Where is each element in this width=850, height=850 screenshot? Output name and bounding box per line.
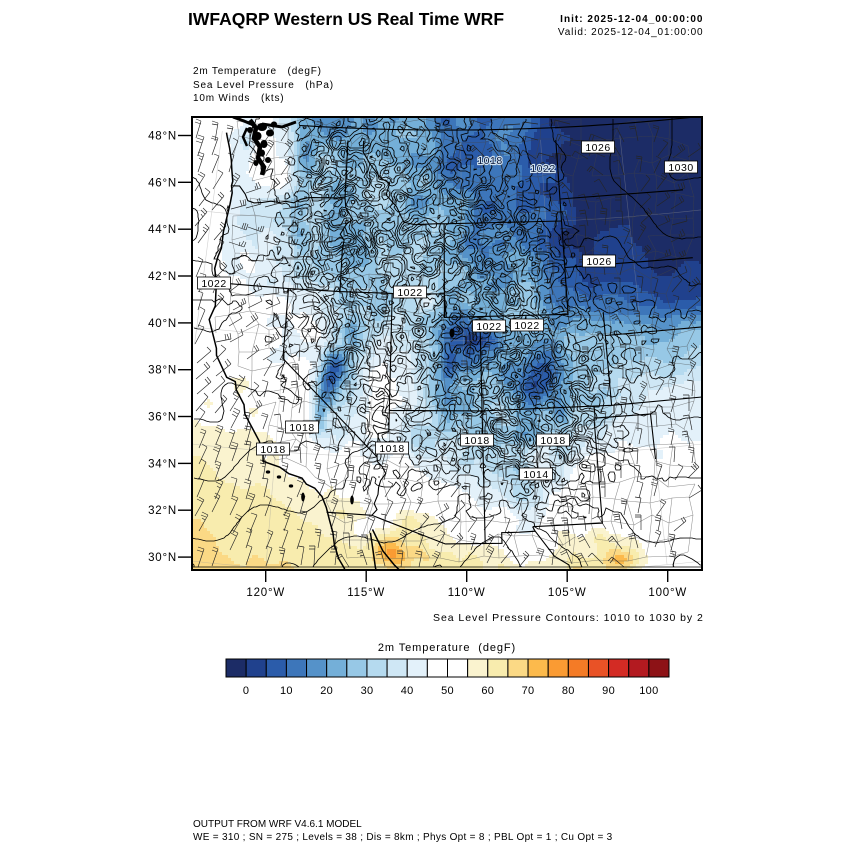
svg-text:1030: 1030 (668, 162, 693, 174)
svg-text:20: 20 (320, 685, 333, 697)
svg-text:1014: 1014 (523, 469, 548, 481)
svg-text:46°N: 46°N (148, 177, 177, 189)
svg-text:50: 50 (441, 685, 454, 697)
svg-text:1018: 1018 (477, 155, 502, 167)
svg-text:OUTPUT FROM WRF V4.6.1 MODEL: OUTPUT FROM WRF V4.6.1 MODEL (193, 819, 362, 830)
svg-text:2m Temperature (degF): 2m Temperature (degF) (193, 66, 322, 77)
svg-text:90: 90 (602, 685, 615, 697)
svg-text:1022: 1022 (476, 321, 501, 333)
svg-text:110°W: 110°W (448, 587, 486, 599)
svg-text:32°N: 32°N (148, 505, 177, 517)
svg-text:42°N: 42°N (148, 271, 177, 283)
svg-text:100°W: 100°W (648, 587, 687, 599)
svg-text:1022: 1022 (530, 163, 555, 175)
svg-text:0: 0 (243, 685, 249, 697)
svg-text:48°N: 48°N (148, 131, 177, 143)
svg-text:1018: 1018 (289, 422, 314, 434)
svg-text:1022: 1022 (201, 278, 226, 290)
svg-text:1026: 1026 (585, 142, 610, 154)
svg-text:Sea Level Pressure (hPa): Sea Level Pressure (hPa) (193, 80, 334, 91)
svg-text:120°W: 120°W (246, 587, 285, 599)
svg-text:30: 30 (361, 685, 374, 697)
svg-text:34°N: 34°N (148, 458, 177, 470)
svg-text:70: 70 (522, 685, 535, 697)
svg-text:1022: 1022 (397, 287, 422, 299)
svg-text:1022: 1022 (514, 320, 539, 332)
svg-text:115°W: 115°W (347, 587, 385, 599)
svg-text:40°N: 40°N (148, 318, 177, 330)
svg-text:38°N: 38°N (148, 365, 177, 377)
svg-text:36°N: 36°N (148, 412, 177, 424)
svg-text:30°N: 30°N (148, 552, 177, 564)
svg-text:10m Winds (kts): 10m Winds (kts) (193, 93, 284, 104)
svg-text:105°W: 105°W (548, 587, 587, 599)
svg-text:40: 40 (401, 685, 414, 697)
svg-text:IWFAQRP Western US Real Time W: IWFAQRP Western US Real Time WRF (188, 9, 504, 29)
svg-text:60: 60 (481, 685, 494, 697)
svg-text:100: 100 (639, 685, 658, 697)
svg-text:1026: 1026 (586, 256, 611, 268)
svg-text:1018: 1018 (540, 435, 565, 447)
svg-text:2m Temperature (degF): 2m Temperature (degF) (378, 642, 516, 654)
svg-text:80: 80 (562, 685, 575, 697)
svg-text:10: 10 (280, 685, 293, 697)
svg-text:1018: 1018 (464, 435, 489, 447)
svg-text:1018: 1018 (379, 443, 404, 455)
svg-text:1018: 1018 (260, 444, 285, 456)
svg-text:Valid: 2025-12-04_01:00:00: Valid: 2025-12-04_01:00:00 (558, 27, 704, 38)
svg-text:44°N: 44°N (148, 224, 177, 236)
svg-text:Sea Level Pressure Contours: 1: Sea Level Pressure Contours: 1010 to 103… (433, 612, 704, 624)
svg-text:Init: 2025-12-04_00:00:00: Init: 2025-12-04_00:00:00 (560, 14, 703, 25)
svg-text:WE = 310 ; SN = 275 ; Levels =: WE = 310 ; SN = 275 ; Levels = 38 ; Dis … (193, 832, 613, 843)
